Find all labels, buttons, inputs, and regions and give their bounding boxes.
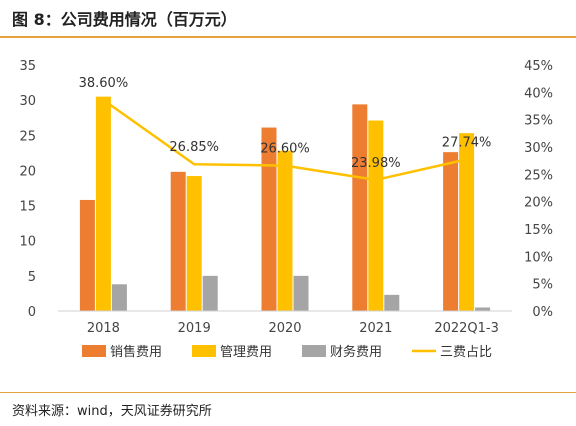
right-axis-tick-label: 15% bbox=[524, 223, 553, 238]
left-axis-tick-label: 10 bbox=[19, 235, 36, 250]
line-data-label: 26.85% bbox=[169, 140, 219, 155]
right-axis-tick-label: 30% bbox=[524, 141, 553, 156]
right-axis-tick-label: 5% bbox=[532, 278, 553, 293]
left-axis-tick-label: 15 bbox=[19, 200, 36, 215]
bar-管理费用 bbox=[459, 133, 475, 311]
right-axis-tick-label: 40% bbox=[524, 86, 553, 101]
bar-财务费用 bbox=[293, 275, 309, 311]
right-axis-tick-label: 35% bbox=[524, 114, 553, 129]
line-data-label: 23.98% bbox=[351, 156, 401, 171]
line-data-label: 26.60% bbox=[260, 142, 310, 157]
x-axis-tick-label: 2022Q1-3 bbox=[434, 321, 499, 336]
line-三费占比 bbox=[102, 98, 467, 182]
bar-财务费用 bbox=[384, 294, 400, 311]
bar-管理费用 bbox=[277, 150, 293, 311]
source-note: 资料来源：wind，天风证券研究所 bbox=[12, 404, 212, 419]
left-axis-tick-label: 0 bbox=[28, 305, 36, 320]
legend-swatch-销售费用 bbox=[82, 345, 106, 357]
x-axis-tick-label: 2019 bbox=[178, 321, 211, 336]
chart-title: 图 8：公司费用情况（百万元） bbox=[12, 10, 237, 29]
x-axis-tick-label: 2021 bbox=[359, 321, 392, 336]
left-axis-tick-label: 25 bbox=[19, 129, 36, 144]
bar-销售费用 bbox=[79, 199, 95, 311]
line-data-label: 38.60% bbox=[79, 76, 129, 91]
right-axis-tick-label: 0% bbox=[532, 305, 553, 320]
bar-管理费用 bbox=[186, 176, 202, 311]
left-axis-tick-label: 5 bbox=[28, 270, 36, 285]
top-divider bbox=[0, 36, 576, 38]
bottom-divider bbox=[0, 392, 576, 393]
right-axis-tick-label: 20% bbox=[524, 196, 553, 211]
right-axis-tick-label: 25% bbox=[524, 168, 553, 183]
bar-管理费用 bbox=[95, 96, 111, 311]
bar-销售费用 bbox=[443, 152, 459, 311]
line-data-label: 27.74% bbox=[442, 135, 492, 150]
left-axis-tick-label: 30 bbox=[19, 94, 36, 109]
bar-财务费用 bbox=[202, 275, 218, 311]
legend-label: 财务费用 bbox=[330, 344, 382, 360]
x-axis-tick-label: 2018 bbox=[87, 321, 120, 336]
legend-swatch-管理费用 bbox=[192, 345, 216, 357]
bar-财务费用 bbox=[111, 284, 127, 311]
left-axis-tick-label: 35 bbox=[19, 59, 36, 74]
right-axis-tick-label: 45% bbox=[524, 59, 553, 74]
x-axis-tick-label: 2020 bbox=[268, 321, 301, 336]
legend-label: 管理费用 bbox=[220, 345, 272, 360]
bar-销售费用 bbox=[261, 127, 277, 311]
bar-销售费用 bbox=[170, 171, 186, 311]
bar-财务费用 bbox=[475, 307, 491, 311]
bar-销售费用 bbox=[352, 104, 368, 311]
left-axis-tick-label: 20 bbox=[19, 164, 36, 179]
bar-管理费用 bbox=[368, 120, 384, 311]
legend-label: 三费占比 bbox=[440, 345, 492, 360]
legend-swatch-财务费用 bbox=[302, 345, 326, 357]
right-axis-tick-label: 10% bbox=[524, 250, 553, 265]
legend-label: 销售费用 bbox=[110, 344, 162, 360]
